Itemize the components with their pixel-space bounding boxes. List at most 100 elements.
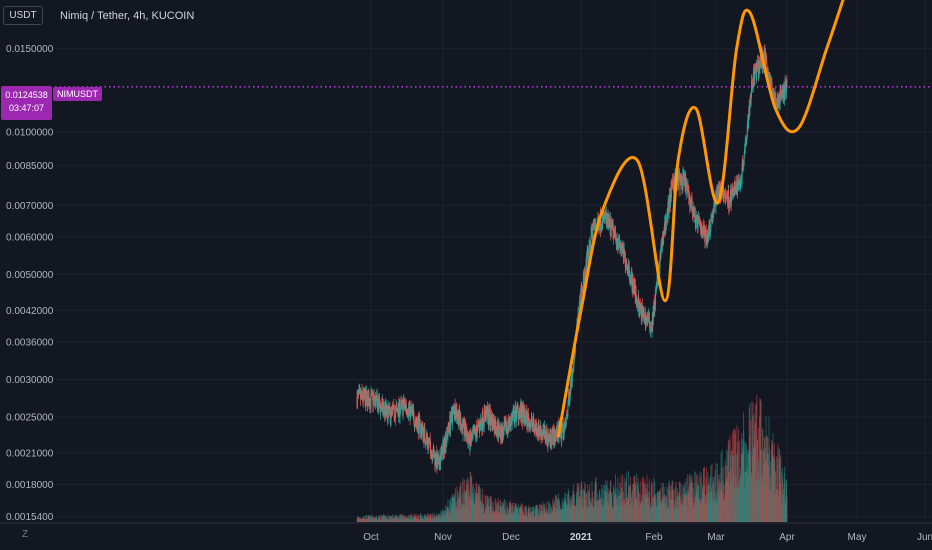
volume-bar <box>751 455 753 522</box>
volume-bar <box>430 519 432 522</box>
volume-bar <box>613 487 615 522</box>
volume-bar <box>483 507 485 522</box>
candle-body <box>571 370 573 381</box>
volume-bar <box>450 501 452 522</box>
volume-bar <box>421 518 423 522</box>
volume-bar <box>620 475 622 522</box>
candle-body <box>786 79 788 88</box>
volume-bar <box>747 475 749 522</box>
candle-body <box>400 401 402 403</box>
volume-bar <box>596 500 598 522</box>
candle-body <box>444 440 446 452</box>
currency-badge[interactable]: USDT <box>3 6 43 25</box>
candle-body <box>544 428 546 439</box>
volume-bar <box>749 402 751 522</box>
volume-bar <box>688 494 690 522</box>
volume-bar <box>688 475 690 522</box>
volume-bar <box>385 518 387 522</box>
volume-bar <box>512 502 514 522</box>
candle-body <box>549 436 551 442</box>
volume-bar <box>603 502 605 522</box>
candle-body <box>607 217 609 229</box>
volume-bar <box>447 499 449 522</box>
volume-bar <box>706 494 708 522</box>
candle-body <box>488 419 490 424</box>
candle-body <box>381 402 383 410</box>
candle-body <box>742 159 744 171</box>
volume-bar <box>662 482 664 522</box>
volume-bar <box>750 472 752 522</box>
volume-bar <box>621 501 623 522</box>
candle-body <box>757 59 759 76</box>
volume-bar <box>392 518 394 522</box>
volume-bar <box>564 500 566 522</box>
candle-body <box>636 301 638 304</box>
candle-body <box>663 231 665 244</box>
volume-bar <box>649 508 651 522</box>
volume-bar <box>564 492 566 522</box>
y-tick-label: 0.0030000 <box>6 375 54 386</box>
volume-bar <box>382 517 384 522</box>
volume-bar <box>622 505 624 522</box>
candle-body <box>445 440 447 448</box>
volume-bar <box>609 481 611 522</box>
volume-bar <box>753 448 755 522</box>
candle-body <box>376 394 378 400</box>
volume-bar <box>437 516 439 522</box>
volume-bar <box>705 496 707 522</box>
volume-bar <box>725 466 727 522</box>
volume-bar <box>427 514 429 522</box>
volume-bar <box>433 517 435 522</box>
candle-body <box>747 116 749 128</box>
volume-bar <box>696 494 698 522</box>
volume-bar <box>362 516 364 522</box>
volume-bar <box>545 502 547 522</box>
candle-body <box>456 409 458 419</box>
volume-bar <box>604 485 606 522</box>
volume-bar <box>681 500 683 522</box>
volume-bar <box>415 513 417 522</box>
candle-body <box>710 218 712 229</box>
zoom-button[interactable]: Z <box>22 529 29 540</box>
volume-bar <box>628 487 630 522</box>
volume-bar <box>554 495 556 522</box>
candle-body <box>460 416 462 430</box>
volume-bar <box>687 490 689 522</box>
candle-body <box>466 427 468 440</box>
volume-bar <box>365 515 367 522</box>
candle-body <box>765 52 767 63</box>
volume-bar <box>772 433 774 522</box>
volume-bar <box>463 507 465 522</box>
volume-bar <box>635 497 637 522</box>
volume-bar <box>370 516 372 522</box>
volume-bar <box>662 486 664 522</box>
volume-bar <box>652 506 654 522</box>
volume-bar <box>427 518 429 522</box>
volume-bar <box>695 482 697 522</box>
candle-body <box>392 404 394 410</box>
volume-bar <box>697 475 699 522</box>
volume-bar <box>413 516 415 522</box>
volume-bar <box>482 503 484 522</box>
volume-bar <box>705 467 707 522</box>
volume-bar <box>734 487 736 522</box>
candle-body <box>780 95 782 100</box>
volume-bar <box>372 517 374 522</box>
volume-bar <box>367 518 369 522</box>
volume-bar <box>784 466 786 522</box>
volume-bar <box>781 472 783 522</box>
volume-bar <box>618 490 620 522</box>
volume-bar <box>429 514 431 522</box>
y-tick-label: 0.0036000 <box>6 338 54 349</box>
candle-body <box>361 395 363 400</box>
candle-body <box>487 405 489 413</box>
volume-bar <box>645 488 647 522</box>
volume-bar <box>693 502 695 522</box>
y-axis: 0.01500000.01000000.00850000.00700000.00… <box>6 11 54 523</box>
volume-bar <box>522 510 524 522</box>
volume-bar <box>742 453 744 522</box>
candle-body <box>739 179 741 188</box>
volume-bar <box>751 476 753 522</box>
volume-bar <box>743 430 745 522</box>
